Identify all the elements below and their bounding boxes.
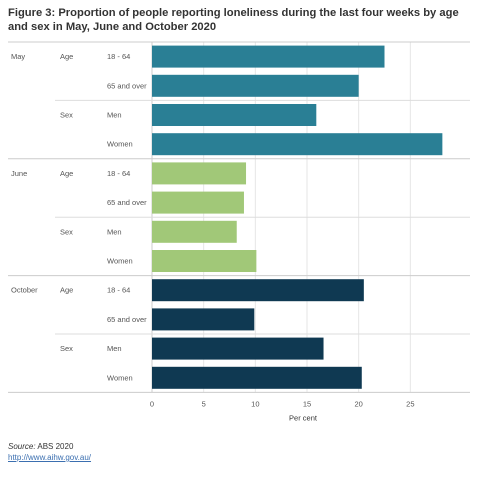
row-labels: 18 - 64 65 and over Age Men Women Sex May 18 - …: [11, 52, 147, 382]
category-label: 65 and over: [107, 198, 147, 207]
bar: [152, 45, 385, 68]
subgroup-label: Age: [60, 52, 73, 61]
source-label: Source:: [8, 442, 36, 451]
bar: [152, 337, 324, 360]
subgroup-label: Sex: [60, 227, 73, 236]
bar: [152, 308, 255, 331]
bars: [152, 45, 443, 389]
category-label: Men: [107, 227, 122, 236]
bar: [152, 220, 237, 243]
subgroup-label: Age: [60, 169, 73, 178]
source-note: Source: ABS 2020: [8, 442, 73, 452]
bar: [152, 250, 257, 272]
month-label: June: [11, 169, 27, 178]
subgroup-label: Age: [60, 286, 73, 295]
x-axis-label: Per cent: [289, 413, 318, 422]
category-label: Women: [107, 257, 133, 266]
source-link[interactable]: http://www.aihw.gov.au/: [8, 453, 92, 462]
x-tick-label: 20: [354, 399, 362, 408]
month-label: May: [11, 52, 25, 61]
bar: [152, 366, 362, 389]
category-label: 18 - 64: [107, 169, 130, 178]
x-axis: 0 5 10 15 20 25 Per cent: [150, 399, 415, 422]
x-tick-label: 5: [202, 399, 206, 408]
category-label: Women: [107, 373, 133, 382]
x-tick-label: 0: [150, 399, 154, 408]
bar: [152, 279, 364, 302]
category-label: Men: [107, 344, 122, 353]
x-tick-label: 10: [251, 399, 259, 408]
bar: [152, 104, 317, 126]
category-label: 18 - 64: [107, 286, 130, 295]
month-label: October: [11, 286, 38, 295]
subgroup-label: Sex: [60, 111, 73, 120]
bar: [152, 191, 244, 214]
category-label: Men: [107, 111, 122, 120]
category-label: 65 and over: [107, 315, 147, 324]
subgroup-label: Sex: [60, 344, 73, 353]
category-label: 65 and over: [107, 81, 147, 90]
chart-title: Figure 3: Proportion of people reporting…: [8, 7, 459, 33]
x-tick-label: 25: [406, 399, 414, 408]
bar: [152, 74, 359, 97]
bar: [152, 162, 247, 185]
x-tick-label: 15: [303, 399, 311, 408]
category-label: 18 - 64: [107, 52, 130, 61]
gridlines: [8, 41, 470, 393]
bar: [152, 133, 443, 156]
category-label: Women: [107, 140, 133, 149]
source-value: ABS 2020: [37, 442, 74, 451]
